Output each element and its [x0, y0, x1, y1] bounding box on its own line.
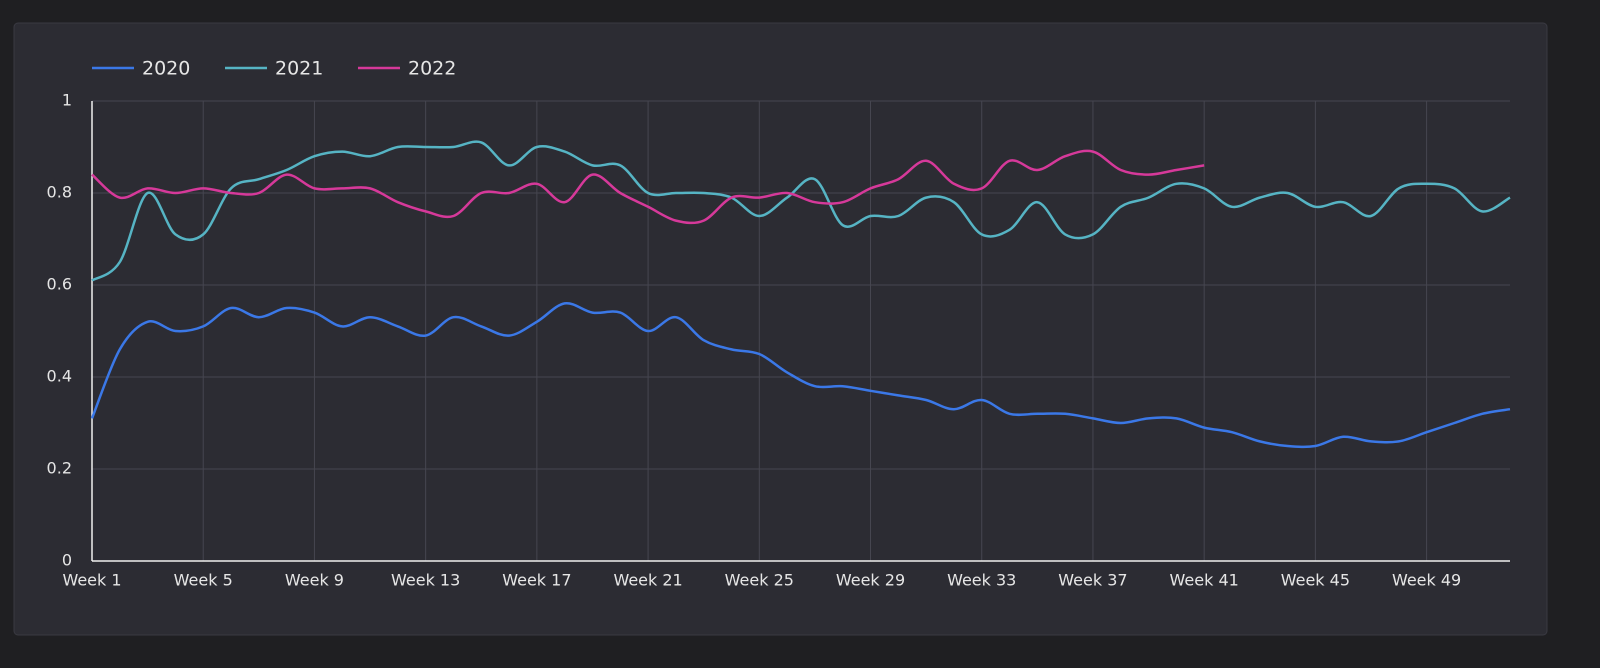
y-tick-label: 0.2 [47, 459, 72, 478]
x-tick-label: Week 5 [174, 571, 233, 590]
y-tick-label: 0.8 [47, 183, 72, 202]
legend-text: 2020 [142, 58, 190, 80]
x-tick-label: Week 45 [1281, 571, 1350, 590]
x-tick-label: Week 25 [725, 571, 794, 590]
y-tick-label: 0.6 [47, 275, 72, 294]
y-tick-label: 1 [62, 91, 72, 110]
series-line [91, 149, 1205, 225]
y-tick-label: 0.4 [47, 367, 72, 386]
y-tick-label: 0 [62, 551, 72, 570]
x-tick-label: Week 49 [1392, 571, 1461, 590]
x-tick-label: Week 17 [502, 571, 571, 590]
x-tick-label: Week 21 [613, 571, 682, 590]
x-tick-label: Week 9 [285, 571, 344, 590]
x-tick-label: Week 1 [62, 571, 121, 590]
card [13, 22, 1548, 636]
x-tick-label: Week 13 [391, 571, 460, 590]
series-line [91, 140, 1511, 282]
legend-text: 2021 [275, 58, 323, 80]
series-line [90, 302, 1511, 449]
x-tick-label: Week 33 [947, 571, 1016, 590]
legend-text: 2022 [408, 58, 456, 80]
x-tick-label: Week 29 [836, 571, 905, 590]
x-tick-label: Week 37 [1058, 571, 1127, 590]
x-tick-label: Week 41 [1170, 571, 1239, 590]
